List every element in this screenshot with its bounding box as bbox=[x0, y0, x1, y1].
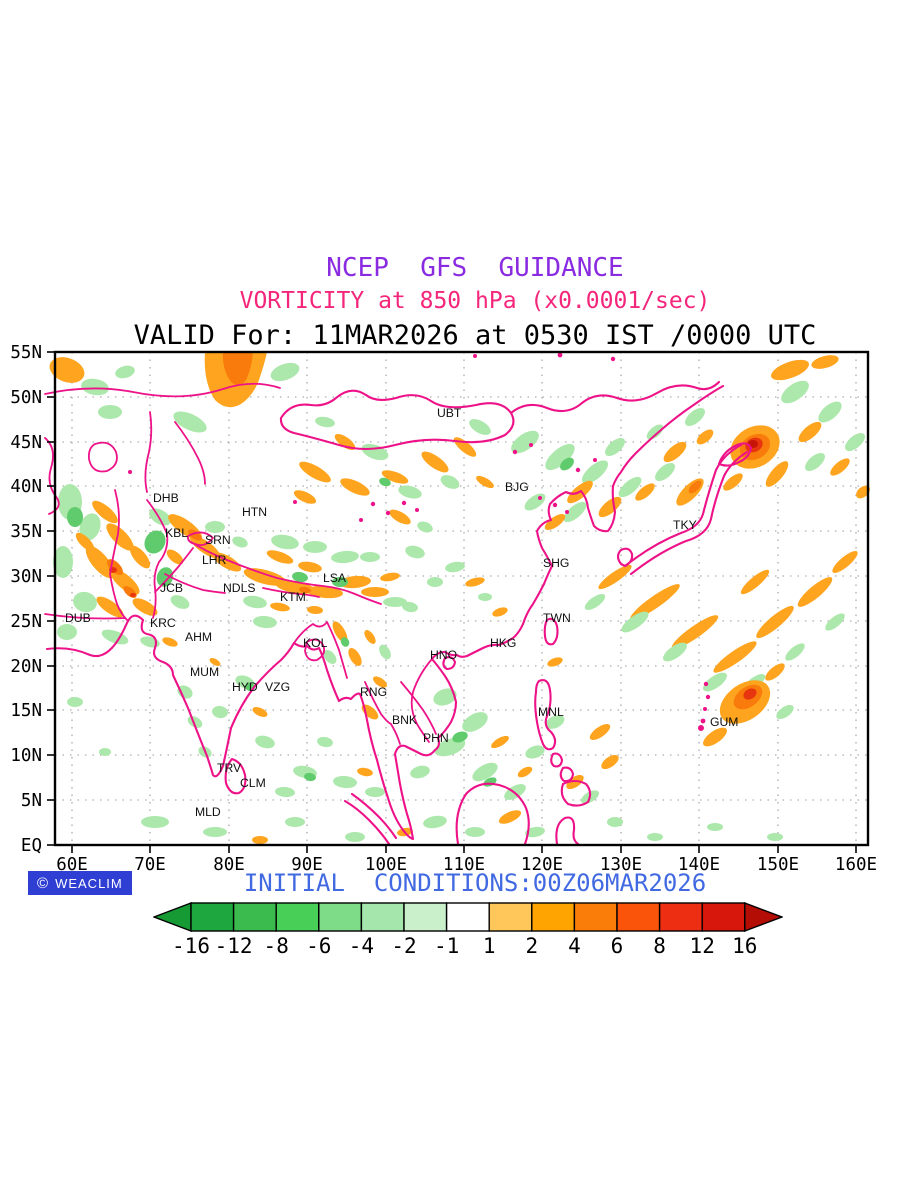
colorbar-tick-label: 1 bbox=[483, 934, 496, 957]
station-label-vzg: VZG bbox=[265, 680, 290, 694]
station-label-ahm: AHM bbox=[185, 630, 212, 644]
map-frame bbox=[53, 350, 870, 847]
colorbar-tick-label: -12 bbox=[215, 934, 253, 957]
lat-tick-label: 50N bbox=[10, 388, 42, 408]
lon-tick-label: 60E bbox=[56, 855, 88, 875]
coastlines-and-borders bbox=[44, 352, 753, 846]
colorbar-segment bbox=[658, 902, 703, 932]
station-label-gum: GUM bbox=[710, 715, 738, 729]
station-label-ktm: KTM bbox=[280, 590, 306, 604]
station-label-ndls: NDLS bbox=[223, 581, 256, 595]
initial-conditions-line: INITIAL CONDITIONS:00Z06MAR2026 bbox=[243, 869, 707, 897]
vorticity-fill-field bbox=[49, 352, 870, 844]
colorbar-tick-label: 16 bbox=[732, 934, 757, 957]
station-label-dub: DUB bbox=[65, 611, 91, 625]
colorbar: -16 -12 -8 -6 -4 -2 -1 1 2 4 6 8 12 16 bbox=[153, 901, 783, 957]
colorbar-tick-label: 8 bbox=[653, 934, 666, 957]
axes: 60E 70E 80E 90E 100E 110E 120E 130E 140E 150E 160E… bbox=[10, 343, 877, 875]
colorbar-tick-label: 12 bbox=[690, 934, 715, 957]
lon-tick-label: 100E bbox=[365, 855, 407, 875]
station-label-bjg: BJG bbox=[505, 480, 529, 494]
colorbar-segment bbox=[573, 902, 618, 932]
lon-tick-label: 110E bbox=[443, 855, 485, 875]
station-label-hno: HNO bbox=[430, 648, 457, 662]
colorbar-segment bbox=[531, 902, 576, 932]
small-lakes-and-islets bbox=[128, 352, 711, 731]
lon-tick-label: 120E bbox=[521, 855, 563, 875]
copyright-icon: © bbox=[37, 874, 50, 892]
vorticity-map: UBT BJG TKY SHG TWN HKG HNO MNL GUM DHB HTN KBL SRN L… bbox=[10, 343, 877, 875]
station-label-bnk: BNK bbox=[392, 713, 417, 727]
colorbar-segment bbox=[275, 902, 320, 932]
colorbar-segment bbox=[445, 902, 490, 932]
colorbar-tick-label: -6 bbox=[306, 934, 331, 957]
colorbar-left-arrow bbox=[153, 901, 192, 933]
station-label-clm: CLM bbox=[240, 776, 266, 790]
station-label-lhr: LHR bbox=[202, 553, 227, 567]
lon-tick-label: 80E bbox=[213, 855, 245, 875]
station-label-mum: MUM bbox=[190, 665, 219, 679]
colorbar-tick-label: 2 bbox=[525, 934, 538, 957]
brand-label: WEACLIM bbox=[55, 875, 123, 891]
lat-tick-label: 30N bbox=[10, 567, 42, 587]
station-labels: UBT BJG TKY SHG TWN HKG HNO MNL GUM DHB HTN KBL SRN L… bbox=[65, 406, 738, 819]
station-label-mnl: MNL bbox=[538, 705, 564, 719]
lat-tick-label: EQ bbox=[21, 836, 42, 856]
station-label-dhb: DHB bbox=[153, 491, 179, 505]
lon-tick-label: 140E bbox=[678, 855, 720, 875]
colorbar-segment bbox=[190, 902, 235, 932]
station-label-phn: PHN bbox=[423, 731, 449, 745]
colorbar-tick-label: -8 bbox=[264, 934, 289, 957]
station-label-shg: SHG bbox=[543, 556, 569, 570]
colorbar-tick-label: -1 bbox=[434, 934, 459, 957]
colorbar-tick-label: 4 bbox=[568, 934, 581, 957]
colorbar-segment bbox=[318, 902, 363, 932]
lat-tick-label: 10N bbox=[10, 746, 42, 766]
station-label-kol: KOL bbox=[303, 636, 328, 650]
colorbar-tick-label: -16 bbox=[172, 934, 210, 957]
lat-tick-label: 55N bbox=[10, 343, 42, 363]
station-label-hyd: HYD bbox=[232, 680, 258, 694]
lon-tick-label: 70E bbox=[134, 855, 166, 875]
station-label-twn: TWN bbox=[543, 611, 571, 625]
lat-tick-label: 45N bbox=[10, 433, 42, 453]
lon-tick-label: 90E bbox=[291, 855, 323, 875]
station-label-mld: MLD bbox=[195, 805, 221, 819]
lat-tick-label: 40N bbox=[10, 477, 42, 497]
station-label-trv: TRV bbox=[217, 761, 242, 775]
colorbar-segment bbox=[488, 902, 533, 932]
station-label-tky: TKY bbox=[673, 518, 697, 532]
station-label-krc: KRC bbox=[150, 616, 176, 630]
lat-tick-label: 35N bbox=[10, 522, 42, 542]
lon-tick-label: 130E bbox=[600, 855, 642, 875]
lon-tick-label: 150E bbox=[757, 855, 799, 875]
colorbar-right-arrow bbox=[744, 901, 783, 933]
lon-tick-label: 160E bbox=[835, 855, 877, 875]
lat-tick-label: 15N bbox=[10, 701, 42, 721]
colorbar-tick-label: -4 bbox=[349, 934, 374, 957]
lat-tick-label: 5N bbox=[21, 791, 42, 811]
colorbar-segment bbox=[616, 902, 661, 932]
chart-subtitle: VORTICITY at 850 hPa (x0.0001/sec) bbox=[239, 288, 711, 314]
station-label-htn: HTN bbox=[242, 505, 267, 519]
lat-tick-label: 25N bbox=[10, 612, 42, 632]
station-label-ubt: UBT bbox=[437, 406, 462, 420]
station-label-kbl: KBL bbox=[165, 526, 188, 540]
colorbar-segment bbox=[360, 902, 405, 932]
colorbar-tick-label: 6 bbox=[611, 934, 624, 957]
weaclim-logo: © WEACLIM bbox=[28, 871, 132, 895]
station-label-srn: SRN bbox=[205, 533, 231, 547]
chart-title: NCEP GFS GUIDANCE bbox=[326, 253, 624, 283]
station-label-jcb: JCB bbox=[160, 581, 183, 595]
station-label-lsa: LSA bbox=[323, 571, 347, 585]
colorbar-tick-label: -2 bbox=[391, 934, 416, 957]
lat-tick-label: 20N bbox=[10, 657, 42, 677]
colorbar-segment bbox=[701, 902, 746, 932]
colorbar-segment bbox=[232, 902, 277, 932]
station-label-hkg: HKG bbox=[490, 636, 516, 650]
colorbar-segment bbox=[403, 902, 448, 932]
station-label-rng: RNG bbox=[360, 685, 387, 699]
valid-time-line: VALID For: 11MAR2026 at 0530 IST /0000 U… bbox=[133, 320, 817, 351]
